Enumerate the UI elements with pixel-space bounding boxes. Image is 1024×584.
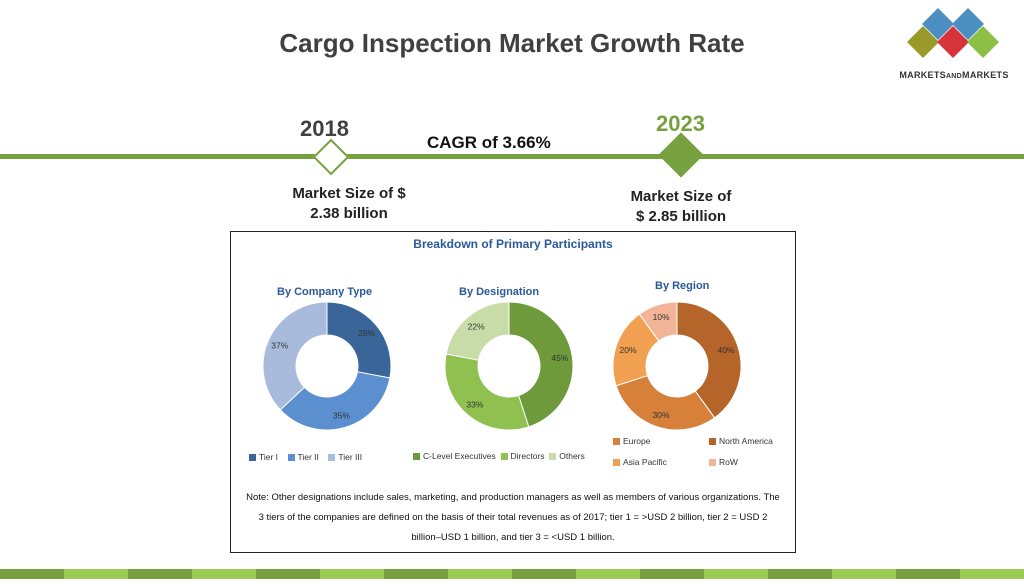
chart-title-company: By Company Type bbox=[277, 286, 373, 298]
cagr-label: CAGR of 3.66% bbox=[427, 133, 551, 152]
legend-company: Tier I Tier II Tier III bbox=[249, 452, 362, 462]
footnote: Note: Other designations include sales, … bbox=[246, 492, 780, 543]
chart-title-designation: By Designation bbox=[459, 286, 540, 298]
donut-label: 35% bbox=[333, 410, 350, 420]
donut-charts: 28% 35% 37% 45% 33% 22% 40% 30% 20% 10% bbox=[262, 301, 742, 431]
donut-region: 40% 30% 20% 10% bbox=[612, 301, 742, 431]
donut-label: 10% bbox=[653, 312, 670, 322]
donut-label: 37% bbox=[271, 341, 288, 351]
year-start: 2018 bbox=[300, 116, 349, 141]
breakdown-panel: Breakdown of Primary Participants By Com… bbox=[230, 231, 796, 553]
legend-region: Europe North America Asia Pacific RoW bbox=[613, 436, 783, 470]
logo-blue-diamond bbox=[922, 8, 954, 40]
donut-label: 40% bbox=[717, 345, 734, 355]
donut-label: 28% bbox=[358, 328, 375, 338]
donut-slice-others bbox=[445, 301, 510, 361]
legend-item: Directors bbox=[500, 451, 545, 461]
legend-item: Tier I bbox=[249, 452, 278, 462]
donut-slice-c-level-executives bbox=[508, 301, 574, 428]
donut-slice-tier-ii bbox=[279, 371, 391, 431]
end-marker-icon bbox=[658, 132, 704, 178]
markets-and-markets-logo bbox=[907, 8, 999, 58]
donut-slice-tier-i bbox=[326, 301, 392, 379]
logo-green-diamond bbox=[967, 26, 999, 58]
donut-label: 45% bbox=[551, 353, 568, 363]
legend-item: Tier II bbox=[287, 452, 319, 462]
market-size-start: Market Size of $ 2.38 billion bbox=[292, 185, 406, 222]
legend-item: C-Level Executives bbox=[413, 451, 496, 461]
logo-olive-diamond bbox=[907, 26, 939, 58]
legend-item: Others bbox=[549, 451, 585, 461]
timeline-bar bbox=[0, 154, 1024, 159]
logo-text: MARKETSANDMARKETS bbox=[899, 70, 1009, 80]
donut-label: 30% bbox=[653, 410, 670, 420]
donut-label: 22% bbox=[468, 321, 485, 331]
donut-slice-row bbox=[638, 301, 678, 342]
donut-company-type: 28% 35% 37% bbox=[262, 301, 392, 431]
logo-red-diamond bbox=[937, 26, 969, 58]
legend-item: RoW bbox=[709, 457, 738, 467]
legend-item: Europe bbox=[613, 436, 650, 446]
legend-designation: C-Level Executives Directors Others bbox=[413, 451, 585, 461]
logo-blue-diamond-2 bbox=[952, 8, 984, 40]
start-marker-icon bbox=[312, 138, 350, 176]
bottom-stripe bbox=[0, 566, 1024, 579]
donut-slice-europe bbox=[615, 374, 716, 431]
chart-title-region: By Region bbox=[655, 280, 710, 292]
donut-slice-tier-iii bbox=[262, 301, 328, 411]
legend-item: Asia Pacific bbox=[613, 457, 667, 467]
donut-slice-directors bbox=[444, 353, 530, 431]
legend-item: North America bbox=[709, 436, 773, 446]
donut-designation: 45% 33% 22% bbox=[444, 301, 574, 431]
legend-item: Tier III bbox=[328, 452, 362, 462]
panel-title: Breakdown of Primary Participants bbox=[413, 237, 613, 251]
donut-label: 20% bbox=[620, 345, 637, 355]
donut-label: 33% bbox=[466, 400, 483, 410]
page-title: Cargo Inspection Market Growth Rate bbox=[279, 28, 745, 58]
donut-slice-north-america bbox=[676, 301, 742, 419]
market-size-end: Market Size of $ 2.85 billion bbox=[630, 188, 732, 225]
year-end: 2023 bbox=[656, 111, 705, 136]
